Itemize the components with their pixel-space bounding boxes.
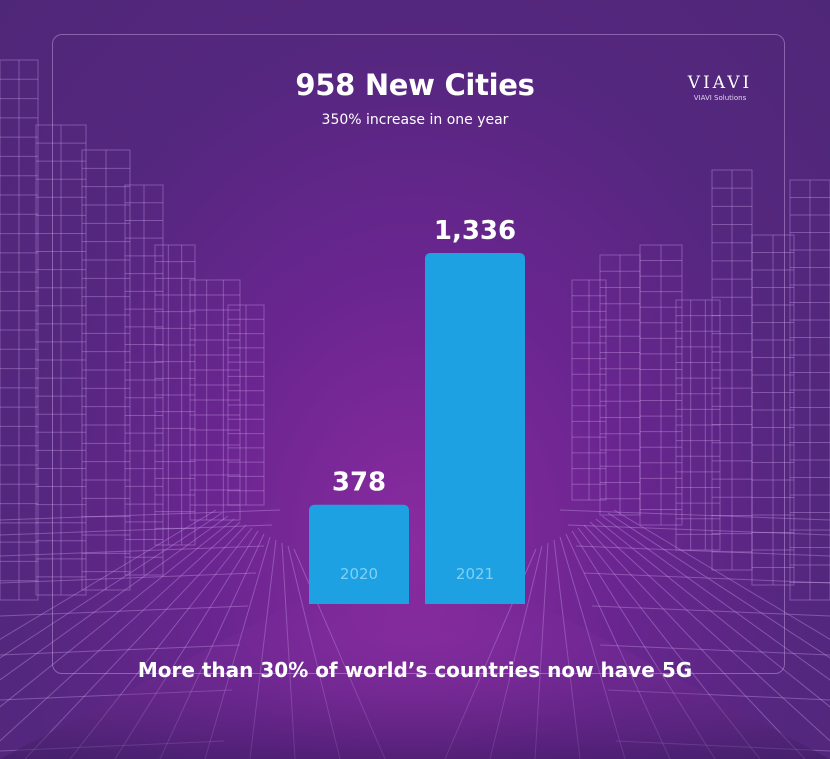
bar-2021 [425, 253, 525, 604]
category-label-2020: 2020 [340, 565, 378, 583]
chart-subtitle: 350% increase in one year [321, 112, 509, 128]
logo-subtitle: VIAVI Solutions [693, 94, 747, 102]
logo-mark: VIAVI [687, 73, 753, 93]
viavi-logo: VIAVI VIAVI Solutions [684, 74, 756, 102]
bar-2020 [309, 504, 409, 604]
value-label-2020: 378 [332, 468, 386, 498]
card-frame [52, 34, 785, 674]
footnote: More than 30% of world’s countries now h… [137, 658, 693, 682]
category-label-2021: 2021 [456, 565, 494, 583]
chart-title: 958 New Cities [295, 68, 535, 102]
value-label-2021: 1,336 [434, 216, 516, 246]
